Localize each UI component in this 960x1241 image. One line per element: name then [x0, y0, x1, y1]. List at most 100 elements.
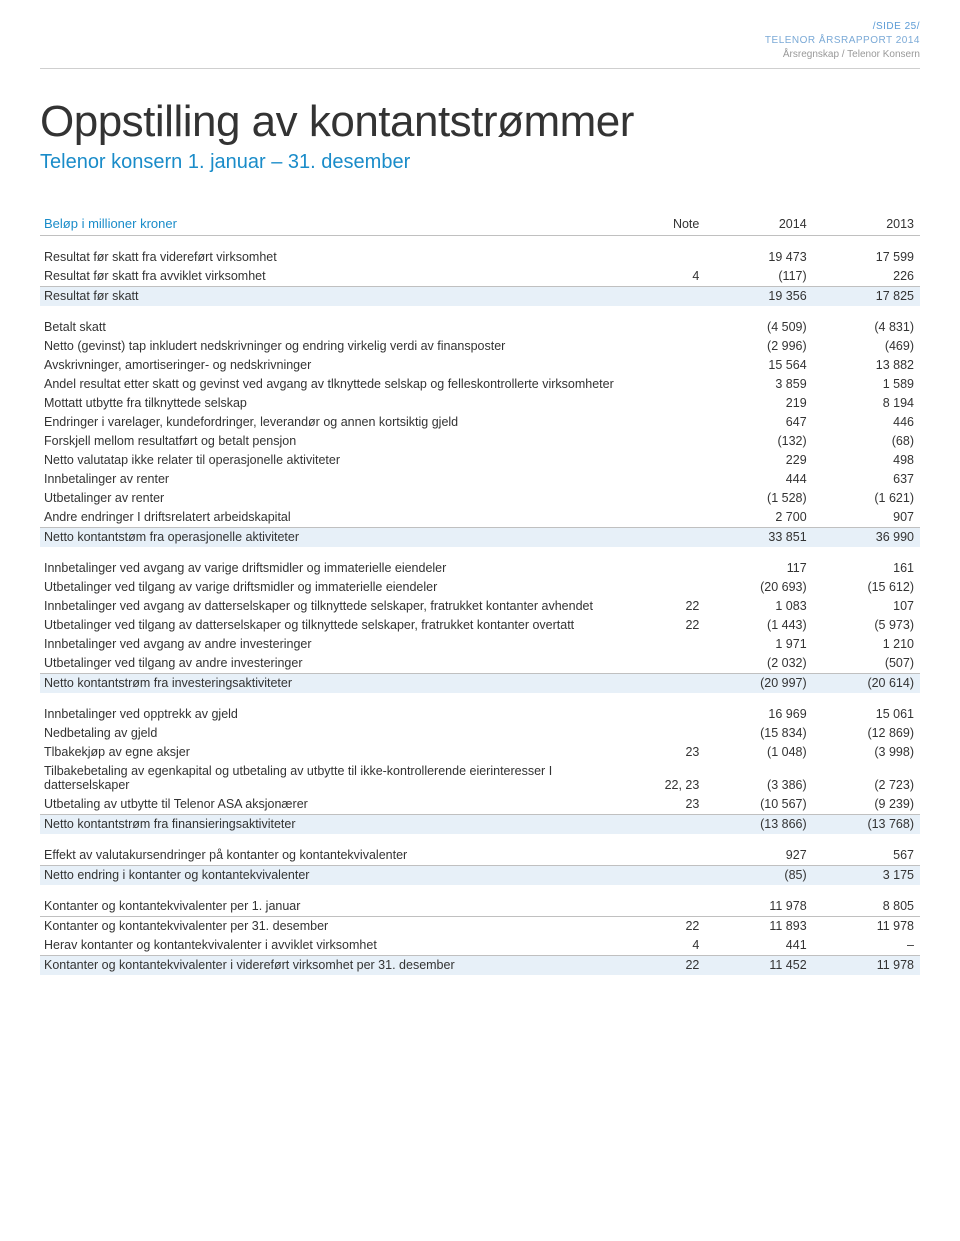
report-title: TELENOR ÅRSRAPPORT 2014: [40, 34, 920, 48]
spacer-cell: [40, 885, 920, 897]
table-row: Netto kontantstrøm fra investeringsaktiv…: [40, 673, 920, 693]
cell-label: Tlbakekjøp av egne aksjer: [40, 743, 641, 762]
cell-2014: 229: [705, 451, 812, 470]
cell-note: [641, 559, 705, 578]
page-number: /SIDE 25/: [40, 20, 920, 34]
col-note: Note: [641, 212, 705, 236]
table-row: Innbetalinger av renter444637: [40, 470, 920, 489]
cell-2013: 637: [813, 470, 920, 489]
table-row: Utbetalinger av renter(1 528)(1 621): [40, 489, 920, 508]
cell-2013: 3 175: [813, 865, 920, 885]
cell-2014: 1 971: [705, 635, 812, 654]
table-header-row: Beløp i millioner kroner Note 2014 2013: [40, 212, 920, 236]
cell-2014: (20 997): [705, 673, 812, 693]
cell-2014: (117): [705, 267, 812, 287]
cell-label: Endringer i varelager, kundefordringer, …: [40, 413, 641, 432]
cell-2014: (4 509): [705, 318, 812, 337]
table-row: Mottatt utbytte fra tilknyttede selskap 2…: [40, 394, 920, 413]
cell-2013: 567: [813, 846, 920, 866]
table-body: Resultat før skatt fra videreført virkso…: [40, 236, 920, 975]
cell-note: [641, 508, 705, 528]
page-subtitle: Telenor konsern 1. januar – 31. desember: [40, 151, 920, 174]
cell-2013: –: [813, 936, 920, 956]
cell-label: Effekt av valutakursendringer på kontant…: [40, 846, 641, 866]
cell-label: Herav kontanter og kontantekvivalenter i…: [40, 936, 641, 956]
cell-note: [641, 578, 705, 597]
cell-label: Utbetalinger ved tilgang av datterselska…: [40, 616, 641, 635]
cell-label: Utbetalinger ved tilgang av andre invest…: [40, 654, 641, 674]
cell-2013: (15 612): [813, 578, 920, 597]
cell-note: [641, 375, 705, 394]
cell-label: Mottatt utbytte fra tilknyttede selskap: [40, 394, 641, 413]
cell-2014: (132): [705, 432, 812, 451]
cell-2014: (3 386): [705, 762, 812, 795]
cell-note: [641, 248, 705, 267]
table-row: Kontanter og kontantekvivalenter i vider…: [40, 955, 920, 975]
cell-2014: 117: [705, 559, 812, 578]
cell-label: Resultat før skatt fra videreført virkso…: [40, 248, 641, 267]
cell-2014: (1 443): [705, 616, 812, 635]
col-2013: 2013: [813, 212, 920, 236]
table-row: Effekt av valutakursendringer på kontant…: [40, 846, 920, 866]
cell-note: 4: [641, 936, 705, 956]
cell-2014: 15 564: [705, 356, 812, 375]
cell-label: Kontanter og kontantekvivalenter i vider…: [40, 955, 641, 975]
cell-2013: 446: [813, 413, 920, 432]
table-row: Utbetalinger ved tilgang av andre invest…: [40, 654, 920, 674]
cell-label: Netto (gevinst) tap inkludert nedskrivni…: [40, 337, 641, 356]
cell-label: Betalt skatt: [40, 318, 641, 337]
cell-note: [641, 705, 705, 724]
table-row: Innbetalinger ved avgang av andre invest…: [40, 635, 920, 654]
cell-label: Resultat før skatt: [40, 286, 641, 306]
table-row: Resultat før skatt19 35617 825: [40, 286, 920, 306]
table-row: [40, 693, 920, 705]
cell-2013: 161: [813, 559, 920, 578]
table-row: Utbetalinger ved tilgang av varige drift…: [40, 578, 920, 597]
cell-note: [641, 489, 705, 508]
cell-note: 22: [641, 916, 705, 936]
table-row: Netto endring i kontanter og kontantekvi…: [40, 865, 920, 885]
cell-label: Avskrivninger, amortiseringer- og nedskr…: [40, 356, 641, 375]
table-row: Netto (gevinst) tap inkludert nedskrivni…: [40, 337, 920, 356]
cell-label: Innbetalinger ved avgang av datterselska…: [40, 597, 641, 616]
cell-2013: 8 194: [813, 394, 920, 413]
table-row: Netto kontantstrøm fra finansieringsakti…: [40, 814, 920, 834]
cell-label: Utbetalinger ved tilgang av varige drift…: [40, 578, 641, 597]
cell-2014: (15 834): [705, 724, 812, 743]
table-row: Netto kontantstøm fra operasjonelle akti…: [40, 527, 920, 547]
cell-2014: 1 083: [705, 597, 812, 616]
cell-note: [641, 673, 705, 693]
table-row: Innbetalinger ved opptrekk av gjeld16 96…: [40, 705, 920, 724]
cell-note: 23: [641, 743, 705, 762]
cell-2013: 907: [813, 508, 920, 528]
cell-note: 22: [641, 597, 705, 616]
cell-2013: 1 210: [813, 635, 920, 654]
cell-2014: (20 693): [705, 578, 812, 597]
cell-note: [641, 897, 705, 917]
cell-label: Innbetalinger ved avgang av varige drift…: [40, 559, 641, 578]
cell-note: [641, 451, 705, 470]
cell-2013: (13 768): [813, 814, 920, 834]
cell-2014: (10 567): [705, 795, 812, 815]
cell-label: Innbetalinger ved avgang av andre invest…: [40, 635, 641, 654]
cell-label: Netto kontantstrøm fra finansieringsakti…: [40, 814, 641, 834]
cell-2014: 219: [705, 394, 812, 413]
cell-label: Utbetalinger av renter: [40, 489, 641, 508]
cell-note: [641, 286, 705, 306]
cell-label: Forskjell mellom resultatført og betalt …: [40, 432, 641, 451]
table-row: Andel resultat etter skatt og gevinst ve…: [40, 375, 920, 394]
cell-note: [641, 413, 705, 432]
cell-note: [641, 527, 705, 547]
cell-2014: (2 996): [705, 337, 812, 356]
table-row: [40, 834, 920, 846]
cell-label: Kontanter og kontantekvivalenter per 31.…: [40, 916, 641, 936]
cell-label: Utbetaling av utbytte til Telenor ASA ak…: [40, 795, 641, 815]
header-rule: [40, 68, 920, 69]
spacer-cell: [40, 306, 920, 318]
cell-note: [641, 724, 705, 743]
cell-note: [641, 865, 705, 885]
cell-2013: 498: [813, 451, 920, 470]
cell-note: [641, 337, 705, 356]
cell-note: [641, 394, 705, 413]
col-label: Beløp i millioner kroner: [40, 212, 641, 236]
